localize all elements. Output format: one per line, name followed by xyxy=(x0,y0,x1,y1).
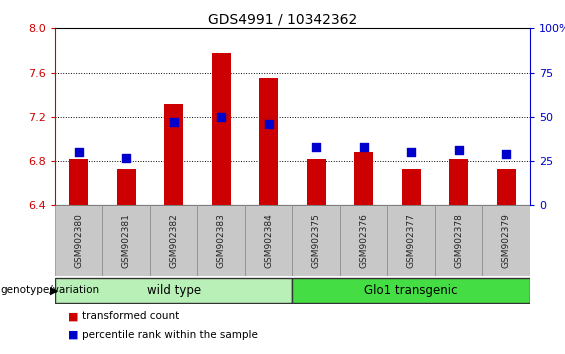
Bar xyxy=(449,159,468,205)
Bar xyxy=(245,205,293,276)
Text: wild type: wild type xyxy=(146,284,201,297)
Text: GDS4991 / 10342362: GDS4991 / 10342362 xyxy=(208,12,357,27)
Bar xyxy=(402,169,421,205)
Bar xyxy=(116,169,136,205)
Bar xyxy=(259,78,278,205)
Text: ■: ■ xyxy=(68,330,79,340)
Text: GSM902382: GSM902382 xyxy=(169,213,178,268)
Bar xyxy=(212,53,231,205)
Text: genotype/variation: genotype/variation xyxy=(1,285,99,295)
Text: GSM902384: GSM902384 xyxy=(264,213,273,268)
Bar xyxy=(102,205,150,276)
Text: GSM902375: GSM902375 xyxy=(312,213,321,268)
Bar xyxy=(69,159,88,205)
Bar xyxy=(164,103,183,205)
Text: GSM902379: GSM902379 xyxy=(502,213,511,268)
Text: Glo1 transgenic: Glo1 transgenic xyxy=(364,284,458,297)
Text: percentile rank within the sample: percentile rank within the sample xyxy=(82,330,258,340)
Bar xyxy=(307,159,325,205)
Point xyxy=(312,144,321,150)
Text: GSM902381: GSM902381 xyxy=(121,213,131,268)
Bar xyxy=(150,205,197,276)
Bar xyxy=(340,205,388,276)
Point xyxy=(359,144,368,150)
Text: ▶: ▶ xyxy=(50,285,58,295)
Bar xyxy=(483,205,530,276)
Text: transformed count: transformed count xyxy=(82,311,179,321)
Bar xyxy=(354,152,373,205)
Point xyxy=(216,114,225,120)
Point xyxy=(454,148,463,153)
Bar xyxy=(293,278,530,303)
Text: GSM902378: GSM902378 xyxy=(454,213,463,268)
Text: ■: ■ xyxy=(68,311,79,321)
Bar xyxy=(435,205,483,276)
Point xyxy=(264,121,273,127)
Text: GSM902377: GSM902377 xyxy=(407,213,416,268)
Bar xyxy=(197,205,245,276)
Point xyxy=(169,119,178,125)
Point xyxy=(502,151,511,157)
Point xyxy=(74,149,83,155)
Bar xyxy=(55,278,293,303)
Text: GSM902383: GSM902383 xyxy=(216,213,225,268)
Text: GSM902380: GSM902380 xyxy=(74,213,83,268)
Point xyxy=(407,149,416,155)
Text: GSM902376: GSM902376 xyxy=(359,213,368,268)
Bar xyxy=(293,205,340,276)
Bar xyxy=(497,169,516,205)
Bar xyxy=(388,205,435,276)
Point xyxy=(121,155,131,160)
Bar xyxy=(55,205,102,276)
